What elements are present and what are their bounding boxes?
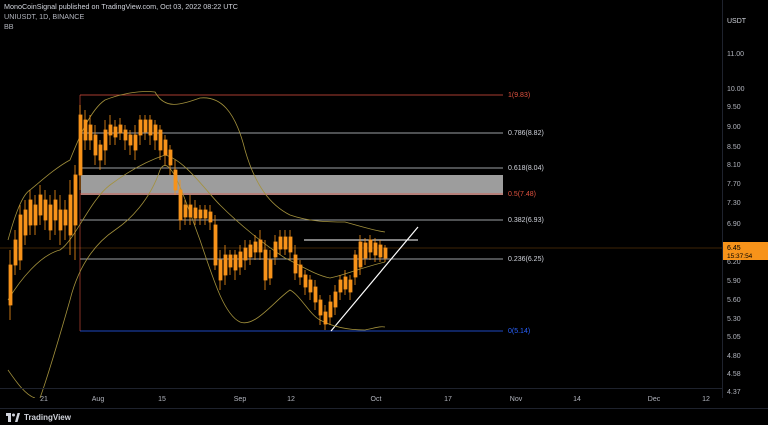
- fib-label-786: 0.786(8.82): [508, 130, 544, 137]
- y-tick: 8.50: [727, 144, 741, 151]
- fib-label-618: 0.618(8.04): [508, 165, 544, 172]
- fib-label-382: 0.382(6.93): [508, 217, 544, 224]
- tradingview-logo[interactable]: TradingView: [6, 412, 71, 422]
- bollinger-mid-band: [7, 154, 386, 301]
- symbol-line[interactable]: UNIUSDT, 1D, BINANCE: [4, 12, 85, 21]
- current-price: 6.45: [727, 245, 741, 252]
- y-tick: 4.80: [727, 353, 741, 360]
- time-axis[interactable]: 21 Aug 15 Sep 12 Oct 17 Nov 14 Dec 12: [0, 388, 722, 408]
- y-tick: 9.00: [727, 124, 741, 131]
- x-tick: 21: [40, 396, 48, 403]
- y-tick: 4.37: [727, 389, 741, 396]
- x-tick: 12: [702, 396, 710, 403]
- fib-label-236: 0.236(6.25): [508, 256, 544, 263]
- y-tick: 8.10: [727, 162, 741, 169]
- chart-header: MonoCoinSignal published on TradingView.…: [4, 2, 238, 32]
- y-tick: 5.60: [727, 297, 741, 304]
- price-label-box[interactable]: [723, 242, 768, 260]
- indicator-label[interactable]: BB: [4, 22, 14, 31]
- x-tick: 14: [573, 396, 581, 403]
- x-tick: Dec: [648, 396, 661, 403]
- x-tick: Nov: [510, 396, 523, 403]
- footer-bar: TradingView: [0, 408, 768, 425]
- publish-line: MonoCoinSignal published on TradingView.…: [4, 2, 238, 11]
- bollinger-lower-band: [7, 165, 386, 398]
- fib-label-1: 1(9.83): [508, 92, 530, 99]
- candlesticks[interactable]: [8, 105, 388, 330]
- y-tick: 5.90: [727, 278, 741, 285]
- fib-zone-box[interactable]: [81, 175, 503, 195]
- bollinger-upper-band: [7, 91, 386, 241]
- x-tick: 12: [287, 396, 295, 403]
- y-tick: 6.20: [727, 259, 741, 266]
- bar-countdown: 15:37:54: [727, 253, 753, 260]
- y-tick: 10.00: [727, 86, 745, 93]
- fib-label-0: 0(5.14): [508, 328, 530, 335]
- x-tick: 15: [158, 396, 166, 403]
- fib-label-5: 0.5(7.48): [508, 191, 536, 198]
- ascending-trendline[interactable]: [330, 226, 419, 332]
- price-axis[interactable]: USDT 11.00 10.00 9.50 9.00 8.50 8.10 7.7…: [722, 0, 768, 398]
- y-tick: 9.50: [727, 104, 741, 111]
- price-chart[interactable]: 1(9.83) 0.786(8.82) 0.618(8.04) 0.5(7.48…: [0, 0, 722, 398]
- brand-name: TradingView: [24, 412, 71, 422]
- y-tick: 5.05: [727, 334, 741, 341]
- tradingview-logo-icon: [6, 412, 20, 422]
- y-tick: 11.00: [727, 51, 744, 58]
- y-tick: 6.90: [727, 221, 741, 228]
- x-tick: Oct: [371, 396, 382, 403]
- y-tick: 7.70: [727, 181, 741, 188]
- x-tick: Sep: [234, 396, 247, 403]
- y-tick: 5.30: [727, 316, 741, 323]
- x-tick: 17: [444, 396, 452, 403]
- y-tick: 7.30: [727, 200, 741, 207]
- y-tick: 4.58: [727, 371, 741, 378]
- x-tick: Aug: [92, 396, 105, 403]
- axis-unit: USDT: [727, 18, 747, 25]
